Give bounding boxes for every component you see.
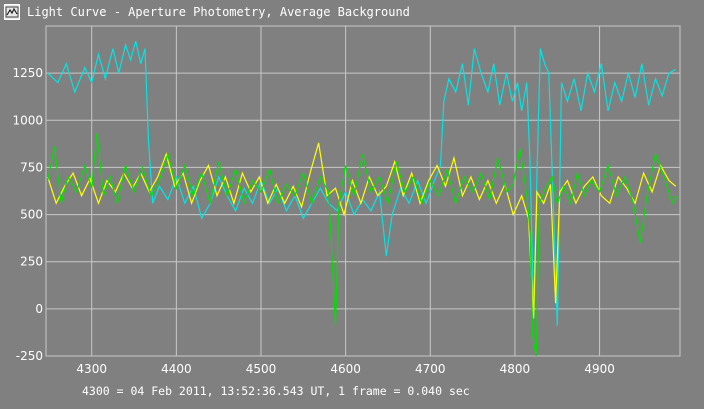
x-tick-label: 4800: [500, 362, 531, 376]
y-tick-label: 0: [35, 302, 43, 316]
y-tick-label: 1250: [12, 66, 43, 80]
y-tick-label: 1000: [12, 113, 43, 127]
y-tick-label: 250: [20, 255, 43, 269]
x-tick-label: 4900: [584, 362, 615, 376]
title-bar: Light Curve - Aperture Photometry, Avera…: [0, 0, 704, 26]
light-curve-app-icon: [4, 4, 20, 20]
time-reference-note: 4300 = 04 Feb 2011, 13:52:36.543 UT, 1 f…: [82, 384, 470, 398]
y-tick-label: 750: [20, 160, 43, 174]
x-tick-label: 4300: [76, 362, 107, 376]
series-line-1: [47, 40, 677, 326]
y-tick-label: 500: [20, 208, 43, 222]
x-tick-label: 4600: [330, 362, 361, 376]
x-tick-label: 4500: [246, 362, 277, 376]
series-line-3: [47, 133, 678, 357]
x-tick-label: 4400: [161, 362, 192, 376]
y-tick-label: -250: [16, 349, 43, 363]
x-tick-label: 4700: [415, 362, 446, 376]
window-title: Light Curve - Aperture Photometry, Avera…: [27, 5, 410, 19]
plot-frame: [45, 25, 681, 357]
